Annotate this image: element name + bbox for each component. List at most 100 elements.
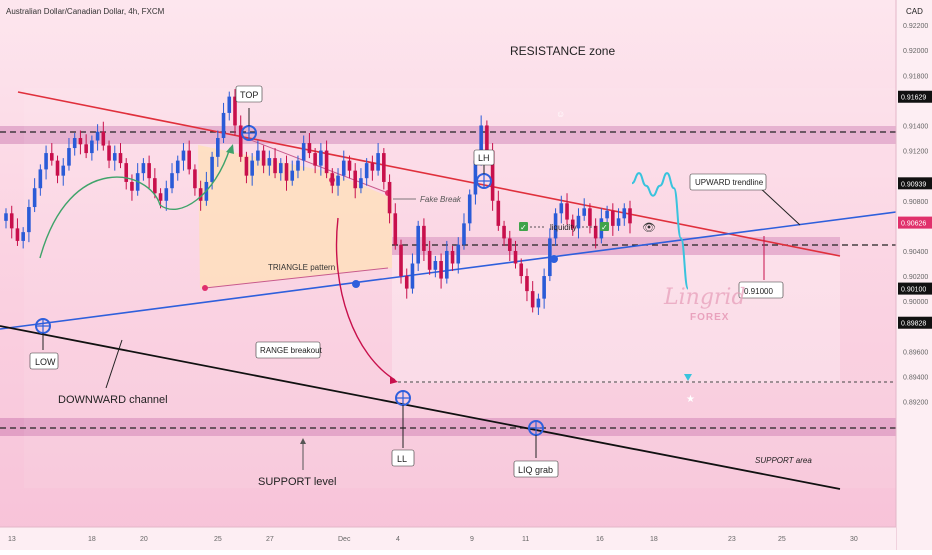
candle-body <box>250 160 254 176</box>
check-icon <box>519 222 528 231</box>
liq-grab-label: LIQ grab <box>518 465 553 475</box>
candle-body <box>376 153 380 171</box>
candle-body <box>364 163 369 179</box>
liq-grab-label-box <box>513 460 559 478</box>
candle-body <box>290 170 295 181</box>
y-tick-label: 0.89200 <box>903 400 928 407</box>
candle-body <box>467 194 472 224</box>
support-level-label: SUPPORT level <box>258 476 336 488</box>
candles-group <box>4 89 632 315</box>
eye-icon: 👁 <box>642 222 656 234</box>
green-curve-arrow <box>39 147 231 259</box>
lingrid-logo-sub: FOREX <box>690 312 729 323</box>
price-tag-text: 0.91629 <box>901 95 926 102</box>
candle-body <box>278 163 283 174</box>
trendline-touch-point <box>352 280 360 288</box>
candle-body <box>118 153 123 164</box>
candle-body <box>267 158 272 166</box>
candle-body <box>187 150 191 170</box>
x-tick-label: 25 <box>214 536 222 543</box>
candle-body <box>49 153 54 161</box>
projection-arrow <box>684 374 692 381</box>
target-price-box <box>738 281 784 299</box>
range-breakout-label: RANGE breakout <box>260 346 323 355</box>
price-tag-text: 0.89828 <box>901 321 926 328</box>
x-tick-label: 25 <box>778 536 786 543</box>
candle-body <box>261 150 266 166</box>
candle-body <box>611 210 615 226</box>
ll-label: LL <box>397 454 407 464</box>
svg-text:☺: ☺ <box>556 109 565 119</box>
candle-body <box>588 208 592 226</box>
y-tick-label: 0.90200 <box>903 274 928 281</box>
candle-body <box>502 225 506 239</box>
candle-body <box>107 145 111 161</box>
price-tag-text: 0.90100 <box>901 287 926 294</box>
y-tick-label: 0.89400 <box>903 374 928 381</box>
candle-body <box>181 150 186 161</box>
top-label-box <box>235 85 263 103</box>
price-tag <box>898 177 932 190</box>
candle-body <box>582 208 587 216</box>
candle-body <box>439 260 443 279</box>
check-icon <box>600 222 609 231</box>
candle-body <box>565 203 569 220</box>
x-tick-label: 9 <box>470 536 474 543</box>
candle-body <box>507 238 512 251</box>
y-tick-label: 0.91400 <box>903 123 928 130</box>
candle-body <box>4 213 8 221</box>
candle-body <box>605 210 609 219</box>
candle-body <box>422 225 426 251</box>
candle-body <box>244 156 249 176</box>
candle-body <box>553 213 558 239</box>
x-tick-label: 11 <box>522 536 529 543</box>
candle-body <box>324 150 329 174</box>
x-tick-label: 27 <box>266 536 274 543</box>
candle-body <box>519 263 524 277</box>
candle-body <box>101 131 106 146</box>
x-tick-label: 20 <box>140 536 148 543</box>
candle-body <box>410 263 415 289</box>
candle-body <box>210 156 214 182</box>
candle-body <box>542 276 546 299</box>
x-tick-label: 13 <box>8 536 16 543</box>
x-tick-labels: 13 18 20 25 27 Dec 4 9 11 16 18 23 25 30 <box>8 536 858 543</box>
triangle-pattern-label: TRIANGLE pattern <box>268 263 335 272</box>
y-tick-label: 0.89600 <box>903 349 928 356</box>
candle-body <box>227 96 232 113</box>
candle-body <box>130 181 134 191</box>
svg-text:✓: ✓ <box>601 223 608 232</box>
green-arrowhead <box>226 144 234 154</box>
candle-body <box>67 148 71 166</box>
candle-body <box>112 153 117 161</box>
candle-body <box>95 131 100 141</box>
x-tick-label: 18 <box>88 536 96 543</box>
candle-body <box>616 218 621 226</box>
candle-body <box>301 143 306 161</box>
svg-text:✓: ✓ <box>520 223 527 232</box>
lingrid-logo: Lingrid <box>663 285 746 310</box>
price-tag-text: 0.90939 <box>901 181 926 188</box>
target-price-label: 0.91000 <box>744 287 773 296</box>
candle-body <box>576 215 581 229</box>
candle-body <box>55 160 60 176</box>
y-tick-labels: 0.92200 0.92000 0.91800 0.91400 0.91200 0.908… <box>903 23 928 406</box>
candle-body <box>433 260 438 270</box>
candle-body <box>341 160 346 176</box>
candle-body <box>221 112 226 139</box>
price-tag-text: 0.90626 <box>901 221 926 228</box>
pivot-ll <box>395 390 411 448</box>
candle-body <box>313 153 317 166</box>
candle-body <box>193 169 197 189</box>
symbol-title: Australian Dollar/Canadian Dollar, 4h, F… <box>6 7 165 16</box>
candle-body <box>158 193 163 201</box>
range-box <box>392 255 840 383</box>
candle-body <box>548 238 552 277</box>
candle-body <box>536 298 541 308</box>
candle-body <box>496 200 501 226</box>
candle-body <box>593 225 598 239</box>
time-axis[interactable] <box>0 527 896 550</box>
upward-trendline-label-box <box>689 173 767 191</box>
lh-label: LH <box>478 153 490 163</box>
